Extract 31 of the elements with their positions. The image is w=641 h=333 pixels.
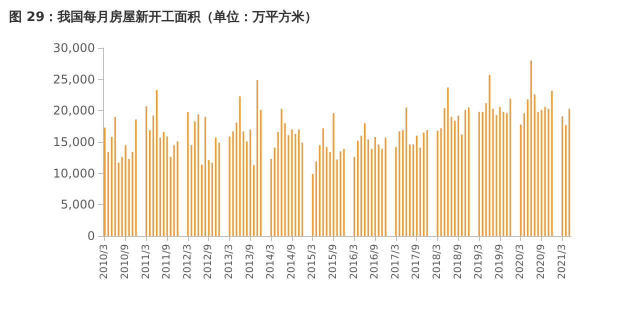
x-tick-label: 2013/3 bbox=[224, 244, 236, 280]
x-tick-label: 2015/3 bbox=[307, 244, 318, 280]
y-tick-label: 0 bbox=[87, 229, 95, 243]
y-tick-label: 20,000 bbox=[53, 104, 95, 118]
x-tick-label: 2017/9 bbox=[411, 244, 422, 280]
x-tick-label: 2013/9 bbox=[244, 244, 256, 280]
chart-title: 图 29：我国每月房屋新开工面积（单位：万平方米） bbox=[9, 9, 318, 25]
x-tick-label: 2011/9 bbox=[162, 244, 173, 280]
x-tick-label: 2016/9 bbox=[370, 244, 381, 280]
x-tick-label: 2012/9 bbox=[203, 244, 214, 280]
x-tick-label: 2018/3 bbox=[432, 244, 444, 280]
x-tick-label: 2015/9 bbox=[328, 244, 340, 280]
x-tick-label: 2016/3 bbox=[348, 244, 360, 280]
x-tick-label: 2010/9 bbox=[120, 244, 132, 280]
y-tick-label: 5,000 bbox=[60, 198, 95, 212]
x-tick-label: 2012/3 bbox=[182, 244, 194, 280]
x-tick-label: 2018/9 bbox=[452, 244, 464, 280]
y-tick-label: 15,000 bbox=[53, 135, 95, 149]
x-tick-label: 2019/3 bbox=[474, 244, 485, 280]
x-tick-label: 2020/9 bbox=[536, 244, 548, 280]
x-tick-label: 2011/3 bbox=[140, 244, 152, 280]
y-tick-label: 25,000 bbox=[53, 72, 95, 86]
x-tick-label: 2010/3 bbox=[99, 244, 110, 280]
x-tick-label: 2020/3 bbox=[515, 244, 526, 280]
x-tick-label: 2019/9 bbox=[494, 244, 506, 280]
x-tick-label: 2017/3 bbox=[390, 244, 402, 280]
y-tick-label: 10,000 bbox=[53, 166, 95, 180]
x-tick-label: 2014/3 bbox=[266, 244, 277, 280]
y-tick-label: 30,000 bbox=[53, 41, 95, 55]
x-tick-label: 2021/3 bbox=[556, 244, 568, 280]
x-tick-label: 2014/9 bbox=[286, 244, 298, 280]
